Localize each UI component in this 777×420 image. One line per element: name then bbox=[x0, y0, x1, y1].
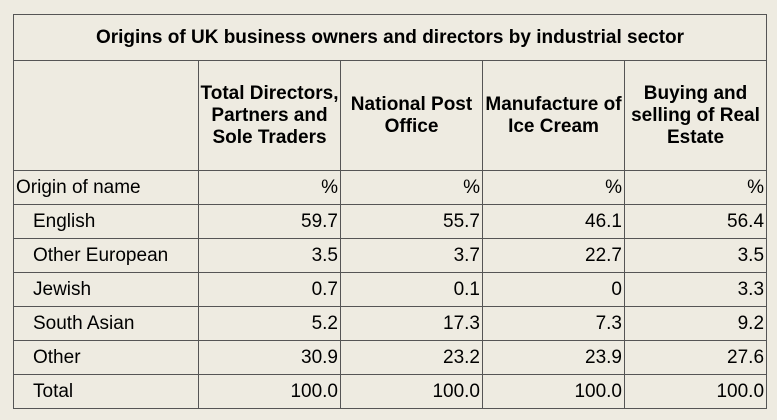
table-row: English 59.7 55.7 46.1 56.4 bbox=[13, 204, 768, 239]
column-header-total: Total Directors, Partners and Sole Trade… bbox=[198, 60, 341, 171]
value-cell: 59.7 bbox=[198, 204, 341, 239]
table-title: Origins of UK business owners and direct… bbox=[12, 14, 768, 61]
unit-row: Origin of name % % % % bbox=[13, 170, 768, 205]
value-cell: 55.7 bbox=[340, 204, 483, 239]
title-row: Origins of UK business owners and direct… bbox=[12, 14, 768, 61]
table-row: Other European 3.5 3.7 22.7 3.5 bbox=[13, 238, 768, 273]
table-row: Other 30.9 23.2 23.9 27.6 bbox=[13, 340, 768, 375]
row-label: Other bbox=[13, 340, 199, 375]
value-cell: 23.9 bbox=[482, 340, 625, 375]
row-label: Jewish bbox=[13, 272, 199, 307]
value-cell: 23.2 bbox=[340, 340, 483, 375]
header-row: Total Directors, Partners and Sole Trade… bbox=[13, 60, 768, 171]
column-header-real-estate: Buying and selling of Real Estate bbox=[623, 60, 768, 171]
value-cell: 22.7 bbox=[482, 238, 625, 273]
unit-cell: % bbox=[482, 170, 625, 205]
table-row: Jewish 0.7 0.1 0 3.3 bbox=[13, 272, 768, 307]
value-cell: 3.5 bbox=[198, 238, 341, 273]
origins-table: Origins of UK business owners and direct… bbox=[12, 14, 768, 409]
value-cell: 3.5 bbox=[623, 238, 768, 273]
value-cell: 5.2 bbox=[198, 306, 341, 341]
total-row: Total 100.0 100.0 100.0 100.0 bbox=[13, 374, 768, 409]
value-cell: 3.3 bbox=[623, 272, 768, 307]
value-cell: 17.3 bbox=[340, 306, 483, 341]
origin-of-name-label: Origin of name bbox=[13, 170, 199, 205]
row-label: Other European bbox=[13, 238, 199, 273]
value-cell: 0 bbox=[482, 272, 625, 307]
value-cell: 30.9 bbox=[198, 340, 341, 375]
header-corner-cell bbox=[13, 60, 199, 171]
value-cell: 3.7 bbox=[340, 238, 483, 273]
value-cell: 100.0 bbox=[623, 374, 768, 409]
unit-cell: % bbox=[623, 170, 768, 205]
value-cell: 7.3 bbox=[482, 306, 625, 341]
value-cell: 100.0 bbox=[198, 374, 341, 409]
value-cell: 56.4 bbox=[623, 204, 768, 239]
value-cell: 100.0 bbox=[340, 374, 483, 409]
value-cell: 0.7 bbox=[198, 272, 341, 307]
table-row: South Asian 5.2 17.3 7.3 9.2 bbox=[13, 306, 768, 341]
value-cell: 0.1 bbox=[340, 272, 483, 307]
value-cell: 9.2 bbox=[623, 306, 768, 341]
row-label: Total bbox=[13, 374, 199, 409]
value-cell: 27.6 bbox=[623, 340, 768, 375]
value-cell: 100.0 bbox=[482, 374, 625, 409]
row-label: South Asian bbox=[13, 306, 199, 341]
unit-cell: % bbox=[340, 170, 483, 205]
unit-cell: % bbox=[198, 170, 341, 205]
row-label: English bbox=[13, 204, 199, 239]
column-header-ice-cream: Manufacture of Ice Cream bbox=[482, 60, 625, 171]
column-header-post-office: National Post Office bbox=[340, 60, 483, 171]
value-cell: 46.1 bbox=[482, 204, 625, 239]
